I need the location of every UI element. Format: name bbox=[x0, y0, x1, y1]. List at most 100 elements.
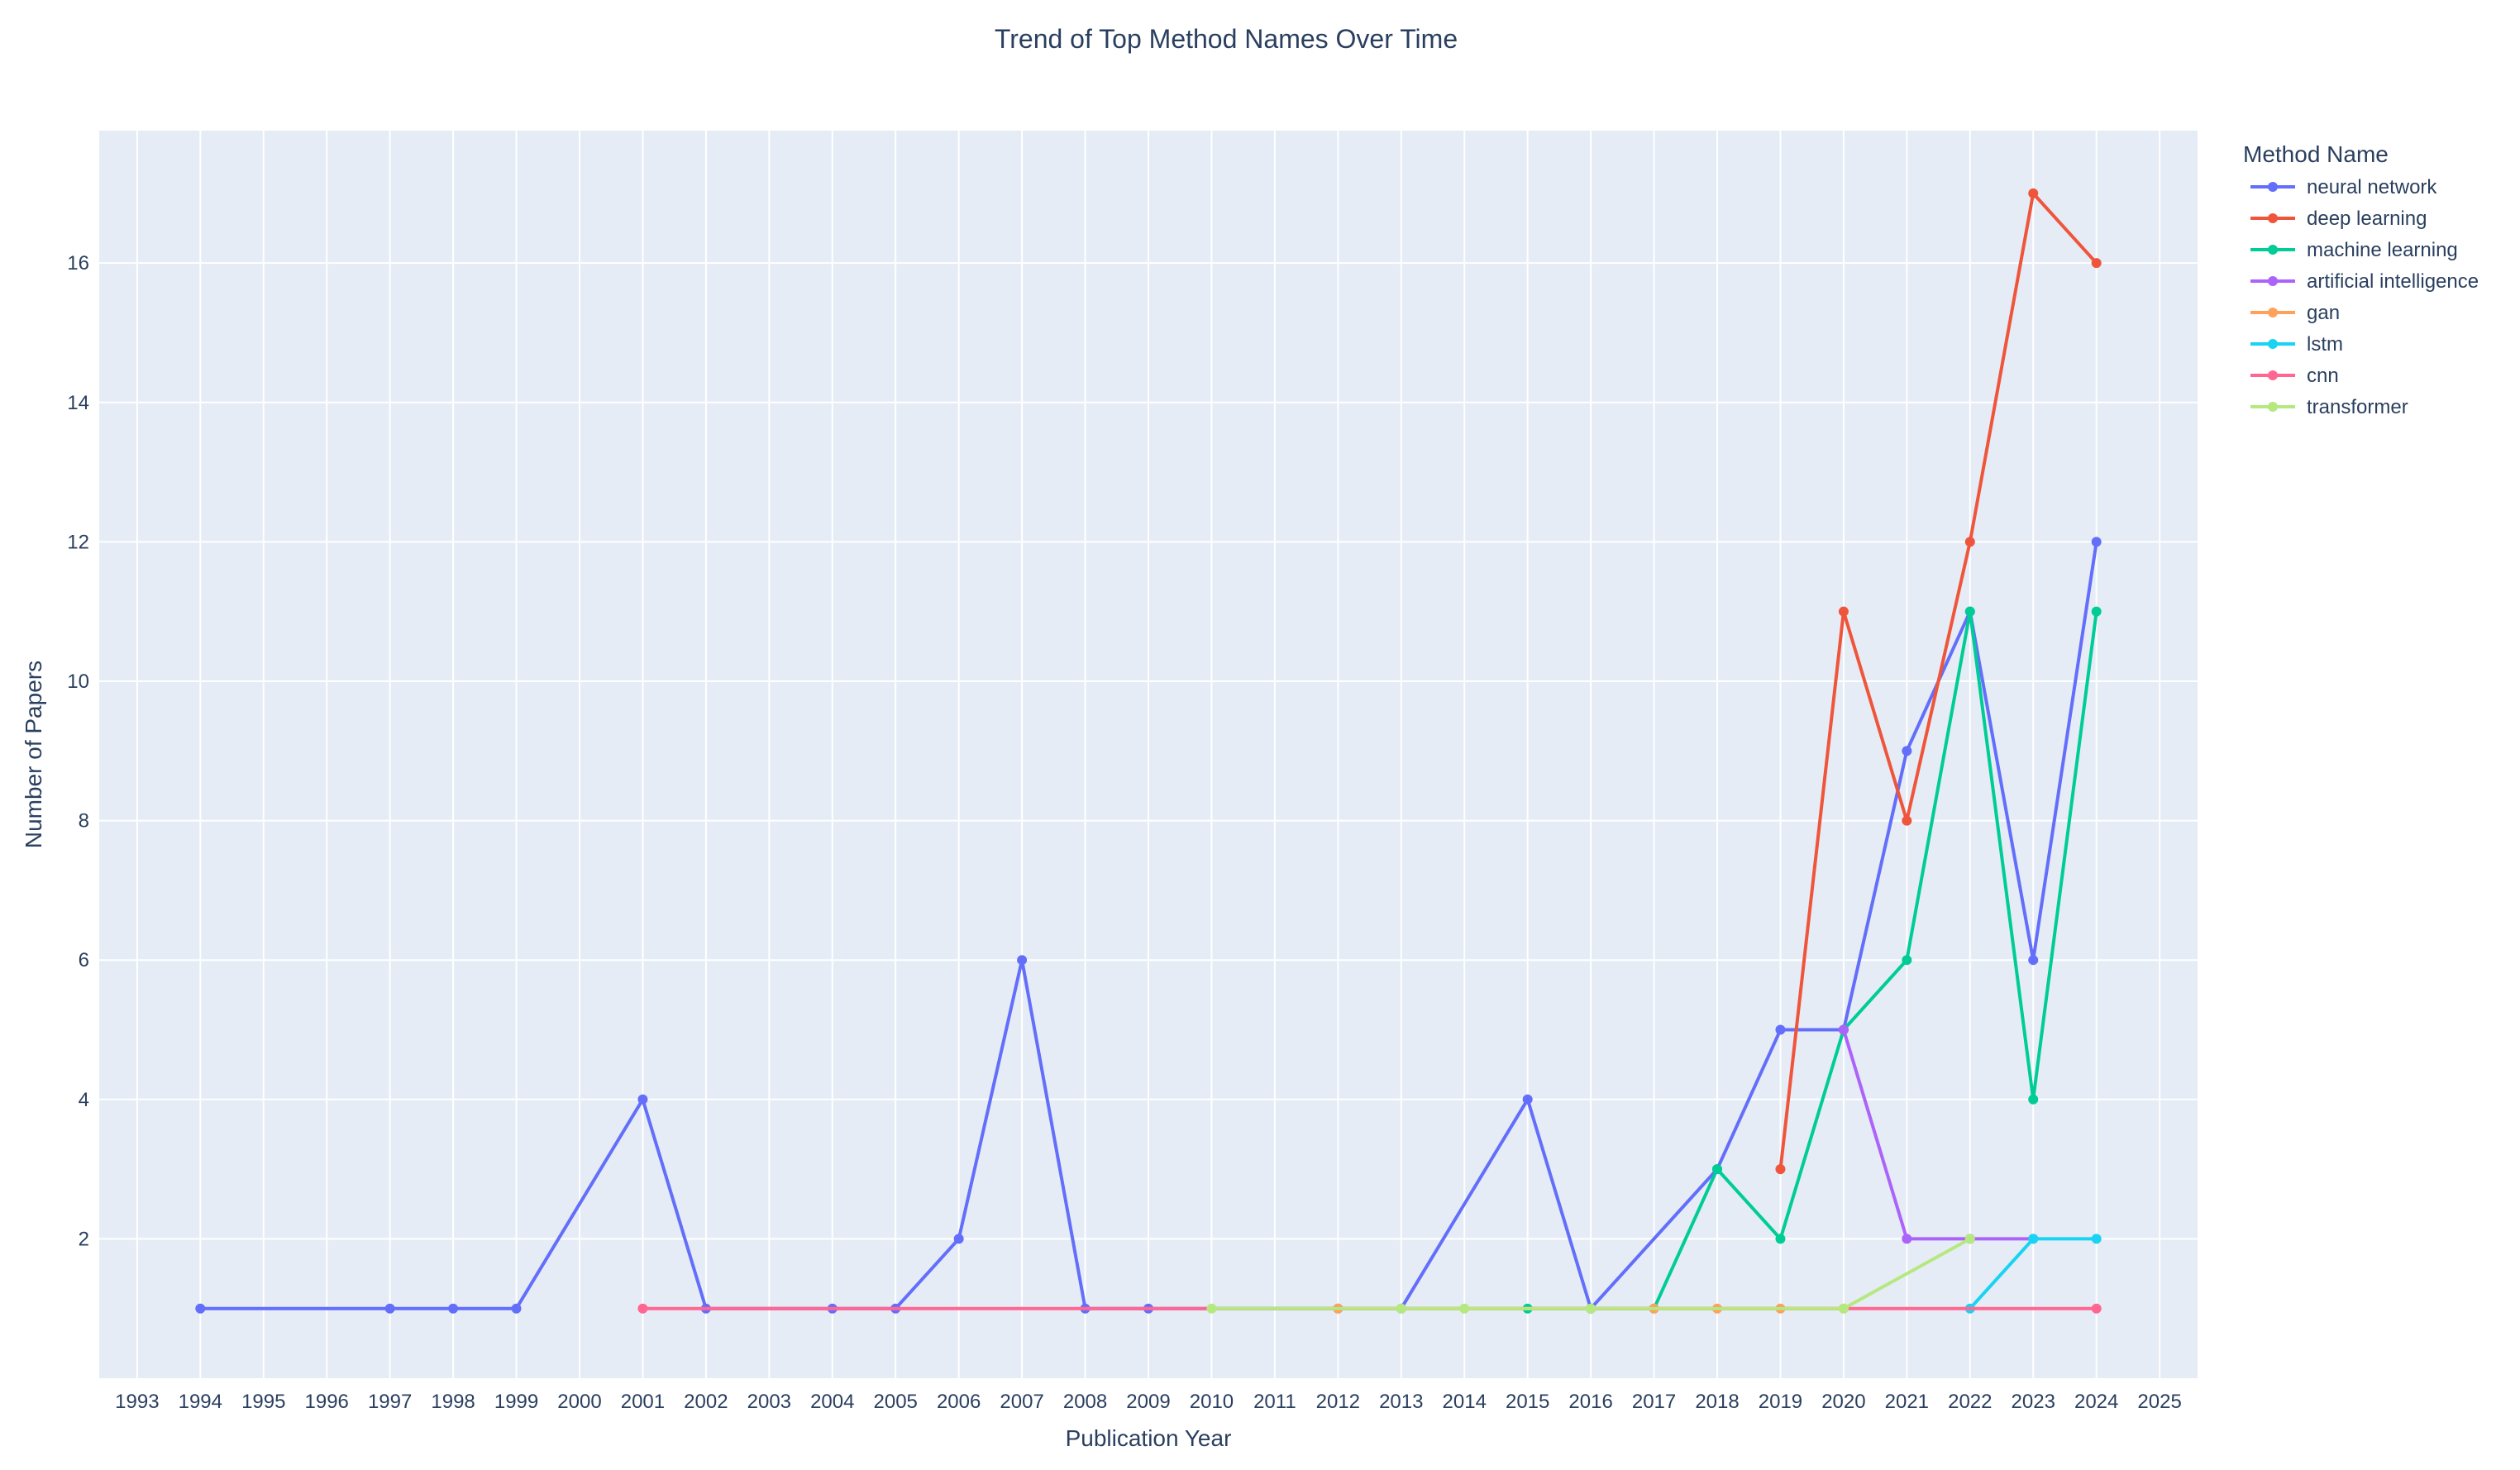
legend-label: artificial intelligence bbox=[2307, 270, 2479, 293]
legend-swatch-marker bbox=[2268, 308, 2278, 317]
x-tick-label: 1995 bbox=[241, 1391, 285, 1413]
legend-item[interactable]: transformer bbox=[2250, 396, 2408, 418]
x-tick-label: 2023 bbox=[2012, 1391, 2055, 1413]
data-point bbox=[1964, 1234, 1975, 1244]
legend-swatch-marker bbox=[2268, 370, 2278, 380]
x-tick-label: 2021 bbox=[1885, 1391, 1929, 1413]
legend-item[interactable]: artificial intelligence bbox=[2250, 270, 2479, 293]
legend-label: lstm bbox=[2307, 333, 2343, 356]
data-point bbox=[1838, 1024, 1849, 1035]
x-tick-label: 2005 bbox=[874, 1391, 918, 1413]
x-tick-label: 2014 bbox=[1443, 1391, 1487, 1413]
legend: Method Name neural network deep learning ma… bbox=[2243, 141, 2479, 418]
x-tick-label: 1997 bbox=[368, 1391, 412, 1413]
y-tick-label: 8 bbox=[79, 810, 89, 833]
data-point bbox=[1586, 1303, 1596, 1314]
series-lstm bbox=[1964, 1234, 2102, 1314]
x-tick-label: 1998 bbox=[431, 1391, 475, 1413]
data-point bbox=[637, 1094, 648, 1105]
data-point bbox=[1838, 606, 1849, 617]
x-tick-label: 2009 bbox=[1126, 1391, 1170, 1413]
x-tick-label: 2013 bbox=[1379, 1391, 1423, 1413]
legend-item[interactable]: machine learning bbox=[2250, 239, 2458, 261]
y-tick-label: 2 bbox=[79, 1228, 89, 1250]
data-point bbox=[2028, 188, 2039, 198]
x-tick-label: 1993 bbox=[115, 1391, 159, 1413]
data-point bbox=[1838, 1303, 1849, 1314]
legend-item[interactable]: deep learning bbox=[2250, 208, 2427, 230]
x-tick-label: 2003 bbox=[747, 1391, 791, 1413]
x-tick-label: 2018 bbox=[1695, 1391, 1739, 1413]
data-point bbox=[1964, 606, 1975, 617]
data-point bbox=[1522, 1094, 1533, 1105]
y-tick-label: 4 bbox=[79, 1089, 89, 1111]
data-point bbox=[1775, 1234, 1786, 1244]
y-axis-title: Number of Papers bbox=[21, 661, 46, 848]
data-point bbox=[1902, 955, 1912, 966]
x-tick-label: 2020 bbox=[1821, 1391, 1865, 1413]
y-tick-labels: 2 4 6 8 10 12 14 16 bbox=[67, 252, 89, 1250]
data-point bbox=[2028, 1234, 2039, 1244]
data-point bbox=[2091, 258, 2102, 269]
series-line bbox=[1841, 1029, 2034, 1241]
legend-item[interactable]: gan bbox=[2250, 302, 2340, 324]
x-tick-label: 2025 bbox=[2137, 1391, 2181, 1413]
data-point bbox=[384, 1303, 395, 1314]
x-axis-title: Publication Year bbox=[1066, 1425, 1232, 1451]
y-tick-label: 16 bbox=[67, 252, 89, 274]
legend-label: neural network bbox=[2307, 176, 2437, 198]
legend-item[interactable]: lstm bbox=[2250, 333, 2343, 356]
legend-swatch-marker bbox=[2268, 245, 2278, 255]
data-point bbox=[448, 1303, 459, 1314]
x-tick-label: 2001 bbox=[621, 1391, 665, 1413]
x-tick-label: 2011 bbox=[1253, 1391, 1296, 1413]
series-line bbox=[1778, 191, 2098, 1170]
data-point bbox=[1902, 1234, 1912, 1244]
data-point bbox=[1017, 955, 1028, 966]
x-tick-label: 2019 bbox=[1759, 1391, 1802, 1413]
data-point bbox=[953, 1234, 964, 1244]
data-point bbox=[1775, 1164, 1786, 1175]
series-line bbox=[1211, 1237, 1971, 1310]
data-point bbox=[2091, 537, 2102, 547]
x-tick-label: 2007 bbox=[1000, 1391, 1043, 1413]
data-point bbox=[195, 1303, 206, 1314]
data-point bbox=[1902, 746, 1912, 756]
legend-swatch-marker bbox=[2268, 213, 2278, 223]
legend-item[interactable]: cnn bbox=[2250, 365, 2339, 387]
x-tick-label: 2016 bbox=[1568, 1391, 1612, 1413]
data-point bbox=[2091, 1303, 2102, 1314]
x-tick-label: 1999 bbox=[494, 1391, 538, 1413]
grid-lines bbox=[99, 131, 2198, 1378]
data-point bbox=[2028, 1094, 2039, 1105]
data-point bbox=[637, 1303, 648, 1314]
x-tick-label: 2017 bbox=[1632, 1391, 1676, 1413]
series-deep-learning bbox=[1775, 188, 2102, 1175]
x-tick-label: 2015 bbox=[1506, 1391, 1549, 1413]
legend-label: machine learning bbox=[2307, 239, 2458, 261]
x-tick-label: 2004 bbox=[810, 1391, 854, 1413]
x-tick-label: 2000 bbox=[557, 1391, 601, 1413]
legend-label: transformer bbox=[2307, 396, 2408, 418]
legend-label: deep learning bbox=[2307, 208, 2427, 230]
data-point bbox=[1396, 1303, 1406, 1314]
legend-item[interactable]: neural network bbox=[2250, 176, 2437, 198]
legend-swatch-marker bbox=[2268, 339, 2278, 349]
data-point bbox=[1206, 1303, 1217, 1314]
data-point bbox=[1964, 537, 1975, 547]
legend-swatch-marker bbox=[2268, 276, 2278, 286]
x-tick-label: 2008 bbox=[1063, 1391, 1107, 1413]
x-tick-label: 1994 bbox=[179, 1391, 222, 1413]
x-tick-label: 2002 bbox=[684, 1391, 728, 1413]
data-point bbox=[2028, 955, 2039, 966]
x-tick-label: 2024 bbox=[2074, 1391, 2118, 1413]
y-tick-label: 10 bbox=[67, 671, 89, 693]
x-tick-label: 2006 bbox=[937, 1391, 981, 1413]
data-point bbox=[1775, 1024, 1786, 1035]
x-tick-label: 2012 bbox=[1316, 1391, 1360, 1413]
x-tick-label: 2010 bbox=[1190, 1391, 1234, 1413]
data-point bbox=[511, 1303, 522, 1314]
y-tick-label: 12 bbox=[67, 531, 89, 553]
